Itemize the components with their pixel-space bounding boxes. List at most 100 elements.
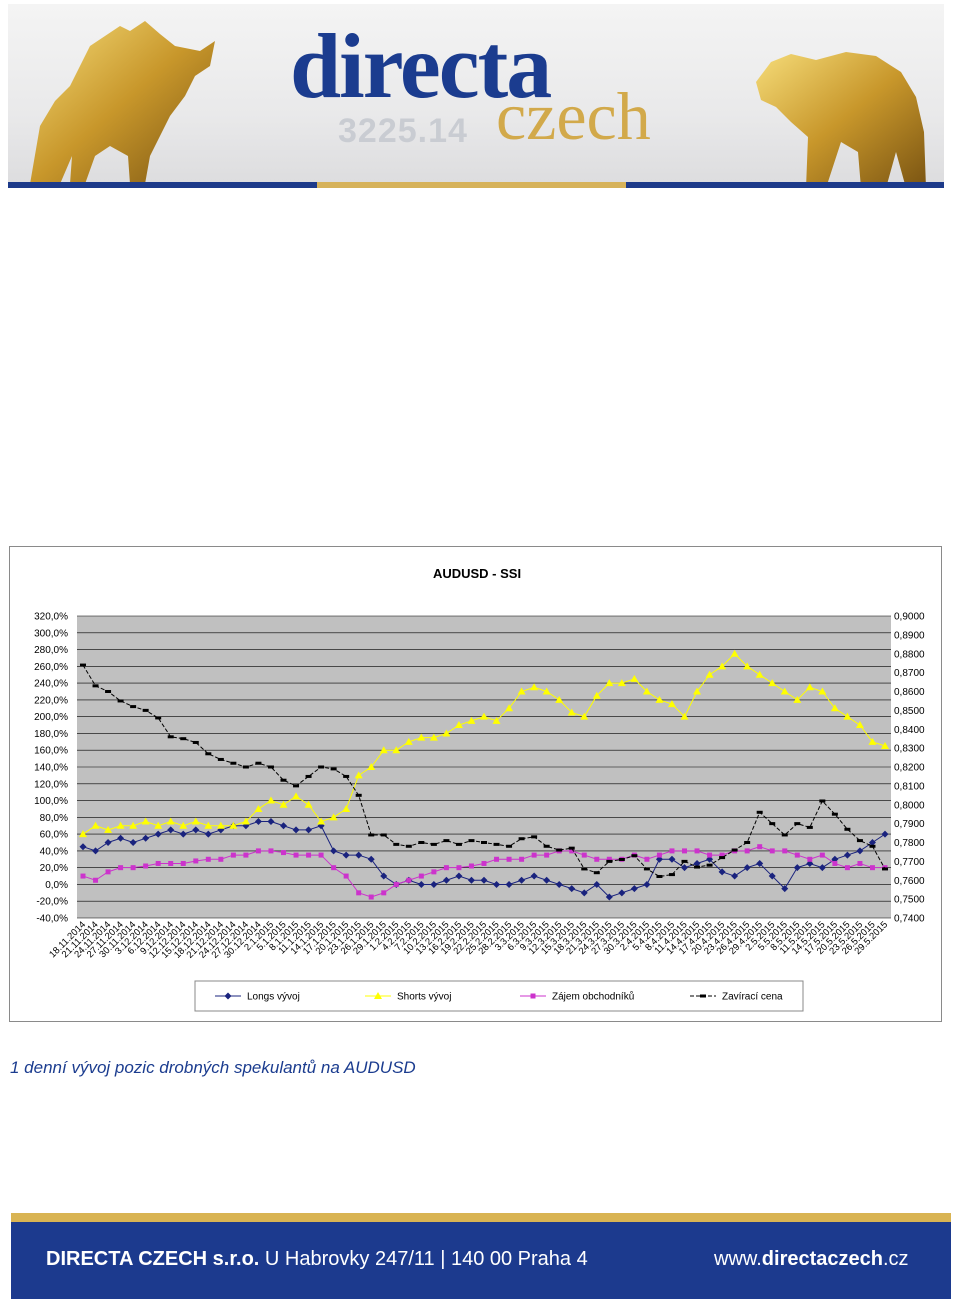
data-point (794, 852, 800, 858)
data-point (155, 716, 162, 720)
data-point (530, 872, 538, 880)
data-point (280, 822, 287, 830)
data-point (832, 860, 838, 866)
data-point (306, 852, 312, 858)
data-point (129, 839, 137, 846)
y-left-tick-label: 140,0% (34, 763, 68, 774)
data-point (167, 735, 174, 739)
data-point (881, 742, 889, 750)
data-point (681, 864, 688, 872)
data-point (217, 757, 224, 761)
data-point (467, 716, 476, 724)
y-left-tick-label: 200,0% (34, 712, 68, 723)
data-point (794, 822, 801, 826)
data-point (205, 856, 211, 862)
data-point (468, 863, 474, 869)
data-point (218, 856, 224, 862)
data-point (819, 852, 825, 858)
data-point (518, 837, 525, 841)
data-point (818, 864, 826, 872)
header-banner: 3225.14 directa czech (8, 4, 944, 188)
data-point (142, 834, 150, 842)
data-point (292, 826, 300, 834)
data-point (330, 847, 338, 855)
data-point (216, 821, 225, 829)
data-point (129, 821, 138, 829)
footer-website[interactable]: www.directaczech.cz (714, 1248, 909, 1271)
data-point (769, 848, 775, 854)
y-right-tick-label: 0,8500 (894, 706, 925, 717)
chart-frame: AUDUSD - SSI 320,0% 300,0% 280,0% 260,0% 240… (9, 546, 942, 1022)
data-point (204, 830, 212, 838)
data-point (769, 822, 776, 826)
data-point (217, 826, 225, 834)
data-point (680, 712, 689, 720)
data-point (531, 835, 538, 839)
data-point (656, 874, 663, 878)
data-point (693, 859, 701, 867)
data-point (694, 865, 701, 869)
data-point (618, 857, 625, 861)
data-point (668, 873, 675, 877)
logo-czech: czech (496, 78, 651, 154)
data-point (543, 844, 550, 848)
data-point (405, 844, 412, 848)
header-stripe (8, 182, 944, 188)
data-point (844, 865, 850, 871)
data-point (355, 851, 363, 859)
data-point (606, 856, 612, 862)
data-point (356, 890, 362, 896)
data-point (617, 679, 626, 687)
data-point (329, 813, 338, 821)
data-point (130, 865, 136, 871)
data-point (443, 839, 450, 843)
chart-title: AUDUSD - SSI (433, 566, 521, 581)
data-point (330, 767, 337, 771)
data-point (155, 860, 161, 866)
data-point (393, 881, 399, 887)
data-point (280, 778, 287, 782)
data-point (318, 852, 324, 858)
data-point (93, 877, 99, 883)
data-point (91, 821, 100, 829)
data-point (643, 880, 651, 888)
data-point (667, 700, 676, 708)
data-point (605, 679, 614, 687)
data-point (442, 876, 450, 884)
data-point (293, 784, 300, 788)
data-point (318, 765, 325, 769)
data-point (707, 852, 713, 858)
data-point (429, 733, 438, 741)
y-right-tick-label: 0,7400 (894, 914, 925, 925)
data-point (630, 674, 639, 682)
y-left-tick-label: 240,0% (34, 679, 68, 690)
data-point (593, 880, 601, 888)
data-point (180, 737, 187, 741)
data-point (154, 830, 162, 838)
data-point (481, 841, 487, 844)
y-left-tick-label: 160,0% (34, 746, 68, 757)
data-point (643, 867, 650, 871)
data-point (744, 848, 750, 854)
data-point (242, 765, 249, 769)
data-point (855, 721, 864, 729)
data-point (305, 774, 312, 778)
y-right-tick-label: 0,9000 (894, 612, 925, 623)
data-point (882, 867, 888, 871)
data-point (142, 708, 149, 712)
y-right-tick-label: 0,8700 (894, 668, 925, 679)
data-point (130, 705, 137, 709)
data-point (205, 752, 212, 756)
y-right-tick-label: 0,8600 (894, 687, 925, 698)
y-right-tick-label: 0,8400 (894, 725, 925, 736)
data-point (755, 670, 764, 678)
data-point (818, 687, 827, 695)
data-point (367, 855, 375, 863)
data-point (581, 867, 588, 871)
data-point (517, 687, 526, 695)
data-point (455, 842, 462, 846)
data-point (368, 833, 375, 837)
data-point (806, 825, 813, 829)
data-point (757, 844, 763, 850)
data-point (807, 856, 813, 862)
